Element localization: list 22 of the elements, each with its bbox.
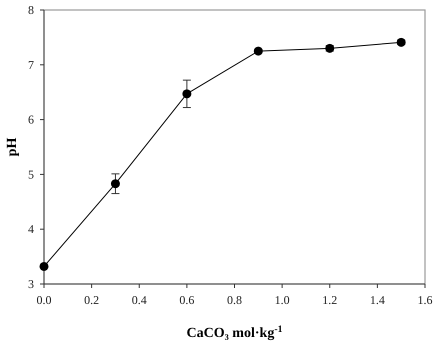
x-tick-label: 1.6	[418, 293, 432, 307]
x-tick-label: 1.4	[370, 293, 385, 307]
x-tick-label: 1.2	[322, 293, 338, 307]
point	[396, 38, 406, 47]
x-tick-label: 0.0	[36, 293, 52, 307]
x-tick-label: 0.6	[179, 293, 194, 307]
x-tick-label: 0.2	[84, 293, 100, 307]
y-axis-title: pH	[5, 138, 20, 156]
point	[254, 46, 263, 56]
y-tick-label: 7	[28, 58, 34, 72]
y-tick-label: 6	[28, 112, 34, 127]
x-tick-label: 1.0	[274, 293, 290, 307]
x-tick-label: 0.8	[227, 293, 242, 307]
y-tick-label: 4	[28, 222, 34, 236]
y-tick-label: 8	[28, 3, 34, 17]
x-axis-title: CaCO₃ mol·kg$^{-1}$	[186, 324, 283, 341]
x-tick-label: 0.4	[132, 293, 147, 307]
y-tick-label: 5	[28, 167, 34, 182]
point	[40, 262, 48, 271]
y-tick-label: 3	[28, 277, 34, 291]
point	[110, 179, 120, 188]
point	[182, 89, 192, 98]
